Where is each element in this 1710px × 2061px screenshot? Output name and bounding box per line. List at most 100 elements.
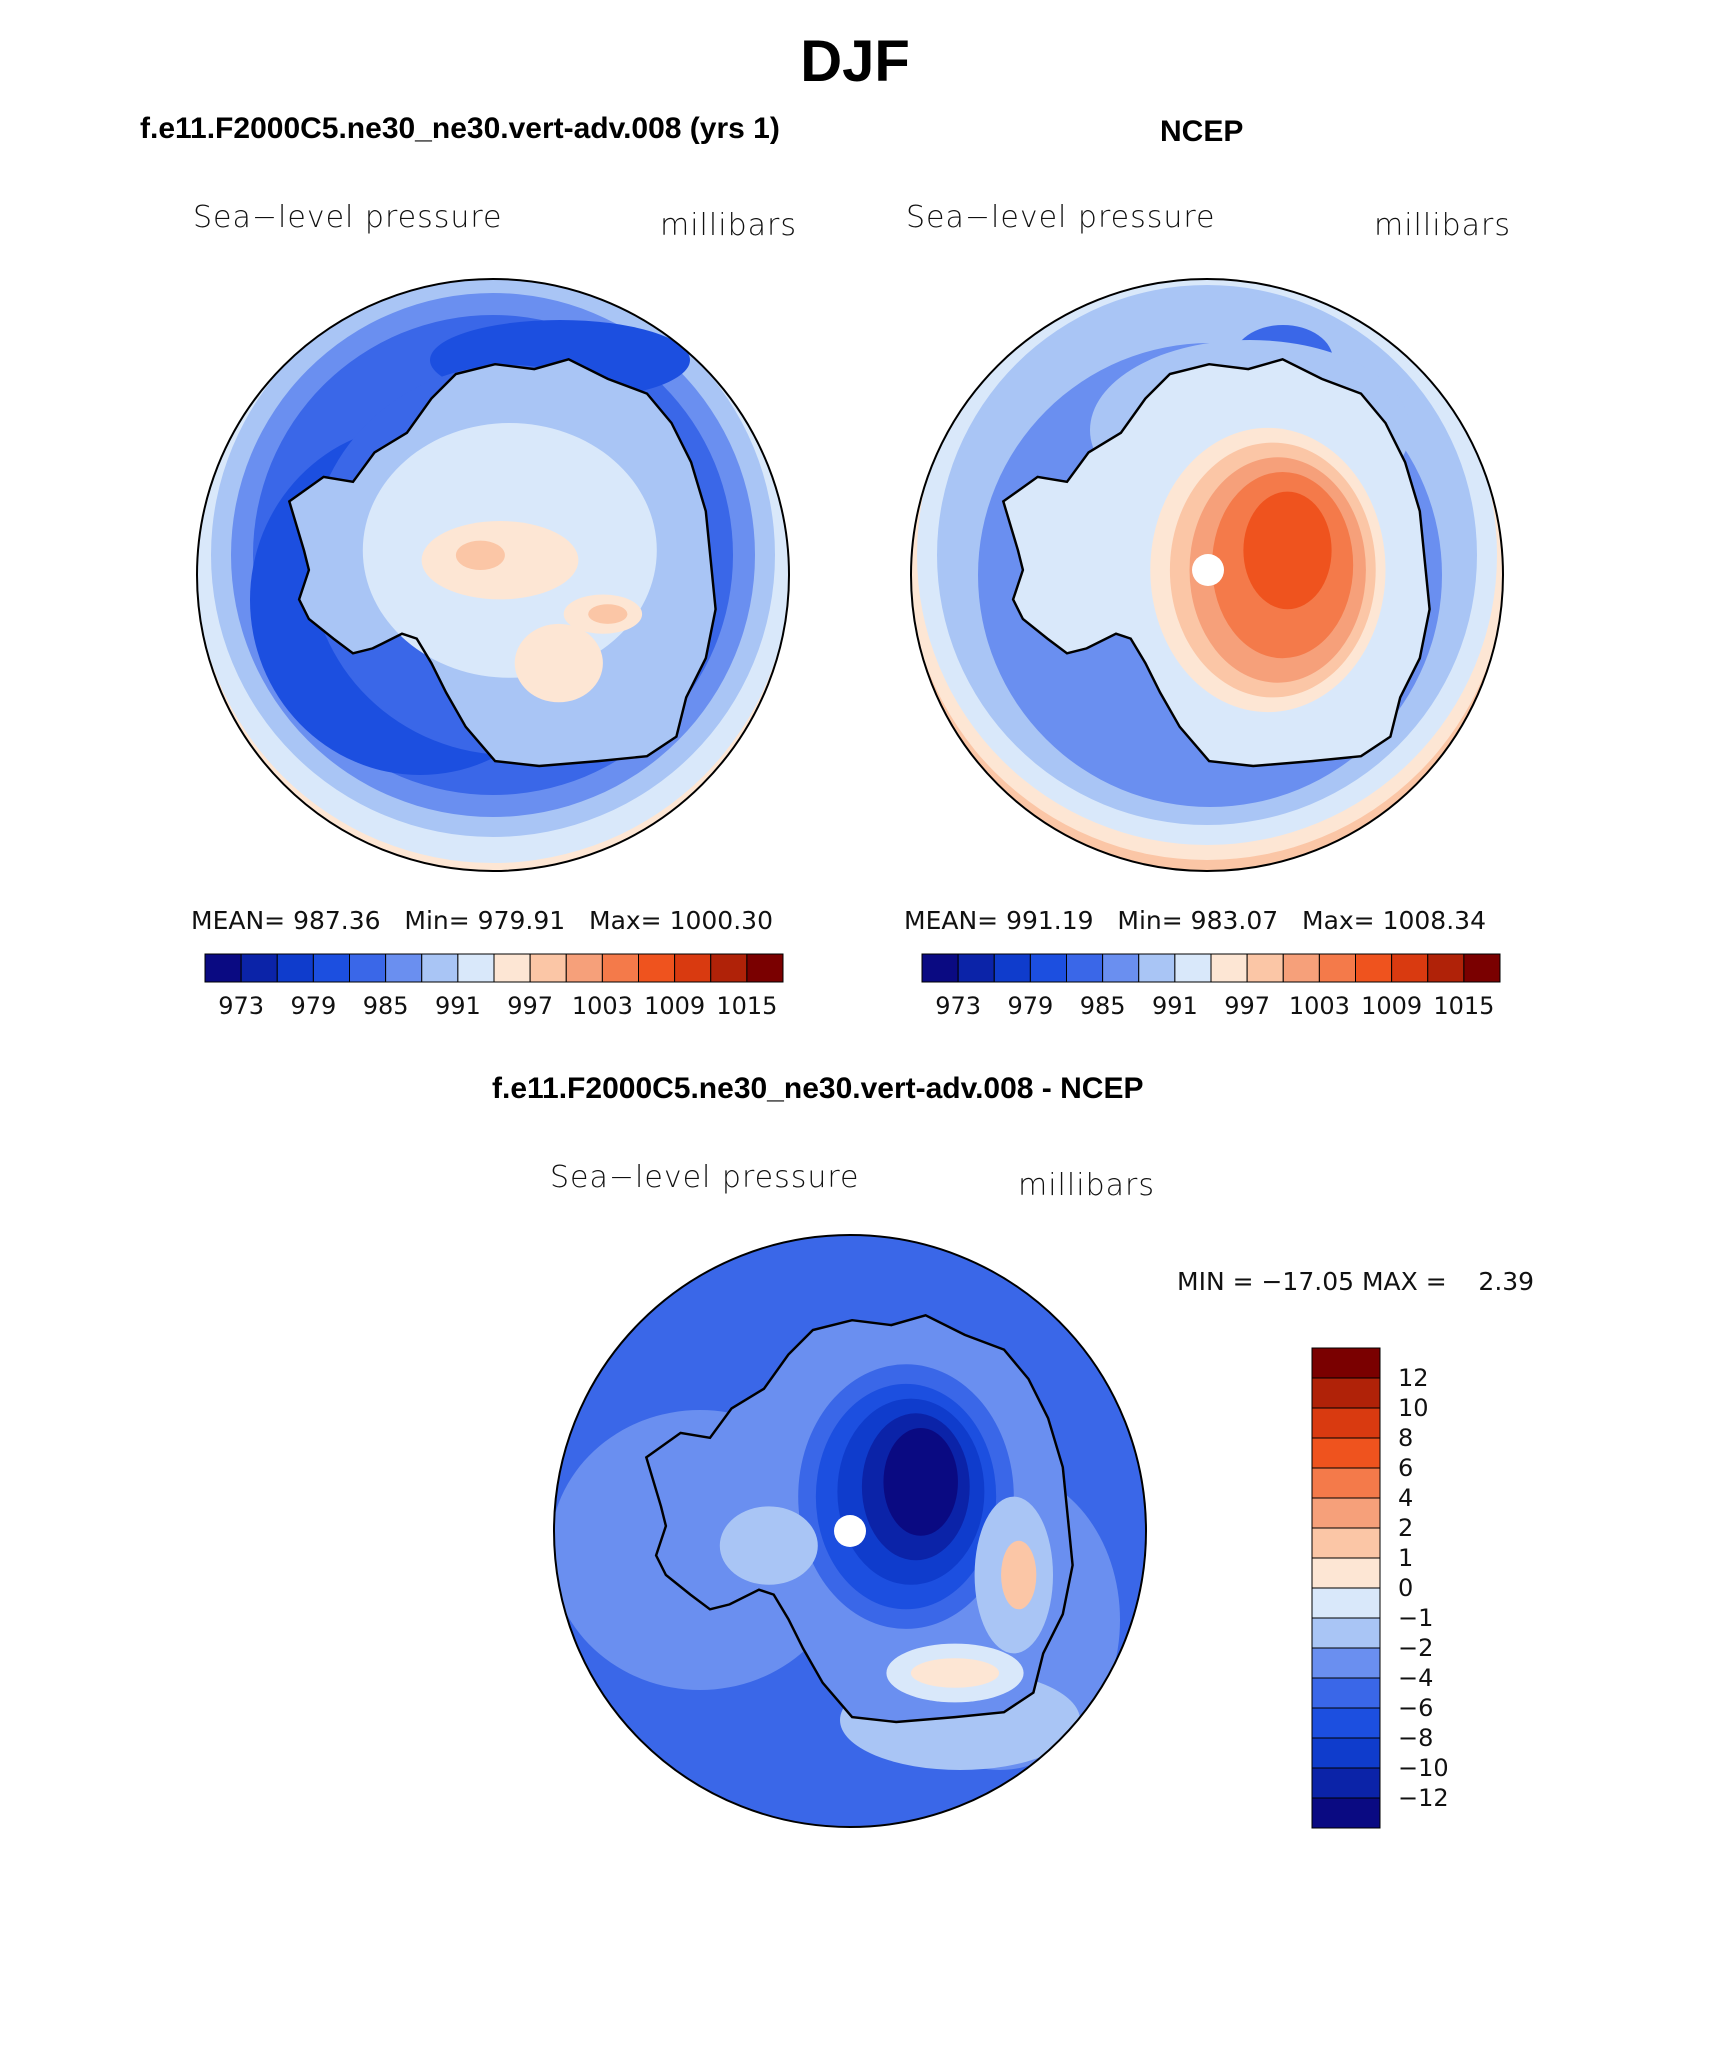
mean-value: 991.19 <box>1006 906 1094 935</box>
colorbar-swatch <box>1311 1587 1381 1619</box>
colorbar-tick-label: −12 <box>1398 1784 1449 1812</box>
colorbar-swatch <box>1311 1467 1381 1499</box>
colorbar-swatch <box>349 953 387 983</box>
colorbar-swatch <box>1311 1707 1381 1739</box>
panel2-colorbar <box>921 953 1501 983</box>
main-title: DJF <box>800 29 910 94</box>
colorbar-tick-label: 985 <box>362 992 409 1020</box>
max-value: 1000.30 <box>669 906 773 935</box>
colorbar-tick-label: 1003 <box>1288 992 1350 1020</box>
mean-value: 987.36 <box>293 906 381 935</box>
colorbar-swatch <box>1311 1407 1381 1439</box>
min-value: 983.07 <box>1190 906 1279 935</box>
colorbar-tick-label: 1 <box>1398 1544 1414 1572</box>
colorbar-swatch <box>1311 1527 1381 1559</box>
colorbar-swatch <box>1311 1767 1381 1799</box>
colorbar-tick-label: 8 <box>1398 1424 1414 1452</box>
panel1-variable: Sea−level pressure <box>193 200 503 235</box>
colorbar-swatch <box>638 953 676 983</box>
colorbar-tick-label: −2 <box>1398 1634 1434 1662</box>
colorbar-tick-label: 1015 <box>716 992 778 1020</box>
colorbar-swatch <box>1102 953 1140 983</box>
colorbar-swatch <box>493 953 531 983</box>
min-label: Min= <box>404 906 470 935</box>
colorbar-swatch <box>1318 953 1356 983</box>
colorbar-swatch <box>601 953 639 983</box>
colorbar-swatch <box>921 953 959 983</box>
colorbar-swatch <box>1282 953 1320 983</box>
colorbar-swatch <box>674 953 712 983</box>
panel1-colorbar <box>204 953 784 983</box>
colorbar-swatch <box>457 953 495 983</box>
min-label: Min= <box>1117 906 1183 935</box>
colorbar-tick-label: 0 <box>1398 1574 1414 1602</box>
colorbar-swatch <box>1311 1677 1381 1709</box>
colorbar-swatch <box>1391 953 1429 983</box>
colorbar-tick-label: 997 <box>1224 992 1271 1020</box>
colorbar-swatch <box>276 953 314 983</box>
colorbar-tick-label: 6 <box>1398 1454 1414 1482</box>
panel2-variable: Sea−level pressure <box>906 200 1216 235</box>
panel3-stats: MIN = −17.05 MAX = 2.39 <box>1177 1267 1535 1296</box>
panel1-title: f.e11.F2000C5.ne30_ne30.vert-adv.008 (yr… <box>140 112 780 145</box>
colorbar-swatch <box>1311 1797 1381 1829</box>
panel3-map <box>553 1234 1147 1828</box>
colorbar-swatch <box>746 953 784 983</box>
panel3-title: f.e11.F2000C5.ne30_ne30.vert-adv.008 - N… <box>492 1072 1144 1105</box>
panel1-units: millibars <box>660 208 797 243</box>
colorbar-tick-label: 985 <box>1079 992 1126 1020</box>
colorbar-tick-label: 4 <box>1398 1484 1414 1512</box>
colorbar-tick-label: −8 <box>1398 1724 1434 1752</box>
colorbar-swatch <box>1066 953 1104 983</box>
panel2-title: NCEP <box>1160 115 1244 148</box>
colorbar-swatch <box>1311 1377 1381 1409</box>
colorbar-swatch <box>312 953 350 983</box>
colorbar-tick-label: 991 <box>434 992 481 1020</box>
panel3-units: millibars <box>1018 1168 1155 1203</box>
colorbar-swatch <box>1311 1737 1381 1769</box>
colorbar-tick-label: 973 <box>935 992 982 1020</box>
mean-label: MEAN= <box>904 906 999 935</box>
colorbar-swatch <box>204 953 242 983</box>
panel3-colorbar <box>1311 1347 1381 1829</box>
colorbar-tick-label: 997 <box>507 992 554 1020</box>
colorbar-tick-label: 979 <box>290 992 337 1020</box>
colorbar-tick-label: −4 <box>1398 1664 1434 1692</box>
colorbar-swatch <box>1311 1347 1381 1379</box>
colorbar-swatch <box>1427 953 1465 983</box>
colorbar-swatch <box>240 953 278 983</box>
max-label: Max= <box>589 906 662 935</box>
colorbar-tick-label: 1009 <box>644 992 706 1020</box>
colorbar-tick-label: −10 <box>1398 1754 1449 1782</box>
colorbar-swatch <box>1311 1497 1381 1529</box>
panel2-map <box>910 278 1504 872</box>
min-value: 979.91 <box>477 906 566 935</box>
colorbar-tick-label: −1 <box>1398 1604 1434 1632</box>
colorbar-swatch <box>1355 953 1393 983</box>
panel2-stats: MEAN= 991.19 Min= 983.07 Max= 1008.34 <box>904 906 1486 935</box>
colorbar-tick-label: 1015 <box>1433 992 1495 1020</box>
colorbar-swatch <box>421 953 459 983</box>
panel3-variable: Sea−level pressure <box>550 1160 860 1195</box>
colorbar-tick-label: 2 <box>1398 1514 1414 1542</box>
colorbar-tick-label: 10 <box>1398 1394 1429 1422</box>
colorbar-tick-label: 991 <box>1151 992 1198 1020</box>
colorbar-tick-label: 973 <box>218 992 265 1020</box>
colorbar-swatch <box>1311 1437 1381 1469</box>
colorbar-swatch <box>957 953 995 983</box>
mean-label: MEAN= <box>191 906 286 935</box>
colorbar-tick-label: −6 <box>1398 1694 1434 1722</box>
panel1-map <box>196 278 790 872</box>
colorbar-swatch <box>1138 953 1176 983</box>
colorbar-swatch <box>1311 1557 1381 1589</box>
colorbar-tick-label: 12 <box>1398 1364 1429 1392</box>
colorbar-swatch <box>993 953 1031 983</box>
colorbar-swatch <box>1174 953 1212 983</box>
colorbar-swatch <box>385 953 423 983</box>
panel2-units: millibars <box>1374 208 1511 243</box>
colorbar-swatch <box>1029 953 1067 983</box>
max-label: Max= <box>1302 906 1375 935</box>
colorbar-swatch <box>529 953 567 983</box>
colorbar-swatch <box>710 953 748 983</box>
